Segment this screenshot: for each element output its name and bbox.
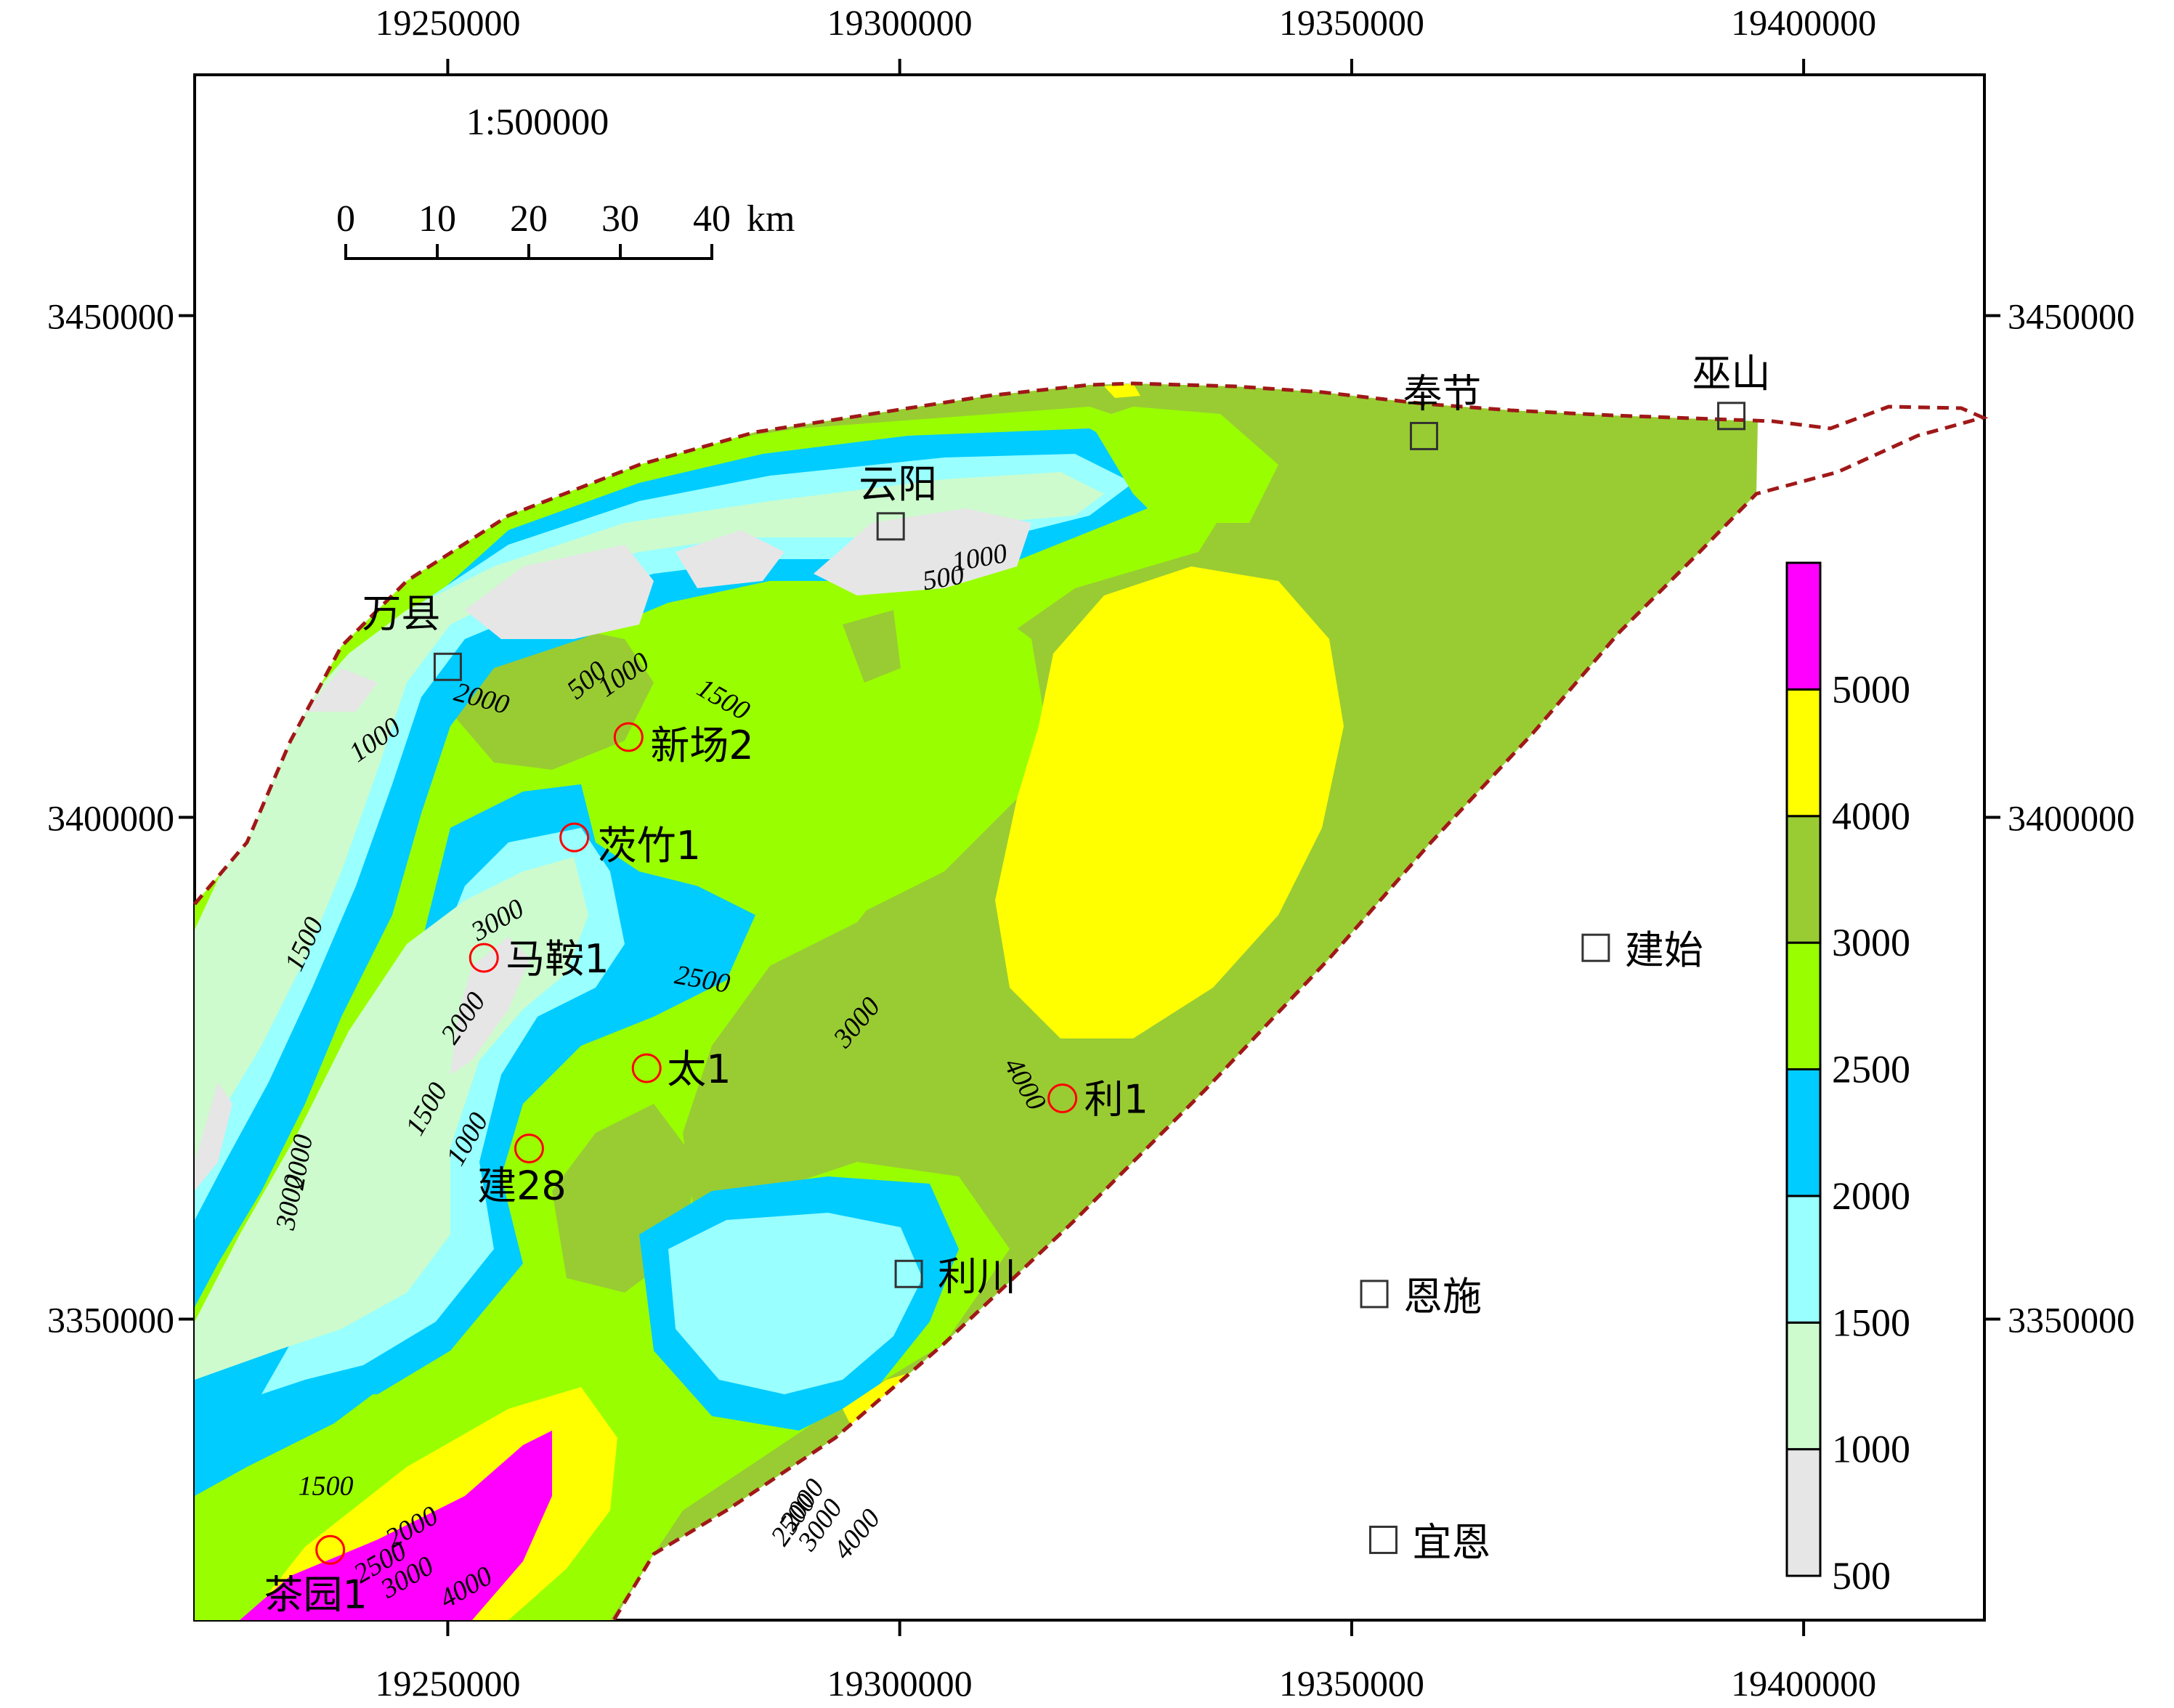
- scale-bar: 1:500000 0 10 20 30 40 km: [336, 102, 795, 260]
- y-tick-label-right: 3450000: [2008, 296, 2135, 337]
- contour-label: 500: [920, 559, 966, 596]
- legend-swatch: [1785, 815, 1822, 944]
- study-area-boundary: [193, 381, 1989, 1622]
- y-tick-label-right: 3400000: [2008, 798, 2135, 839]
- city-marker: [433, 652, 462, 681]
- city-marker: [1409, 421, 1438, 450]
- y-tick-label-left: 3450000: [47, 296, 174, 337]
- city-label: 万县: [362, 590, 440, 636]
- x-tick-label-bottom: 19350000: [1279, 1663, 1424, 1704]
- city-label: 建始: [1625, 927, 1703, 973]
- y-tick-label-right: 3350000: [2008, 1299, 2135, 1340]
- legend-label: 2500: [1832, 1048, 1910, 1091]
- scale-tick-label: 30: [601, 198, 639, 240]
- well-marker: [315, 1534, 346, 1565]
- zone-4000-east: [995, 566, 1344, 1038]
- well-label: 茶园1: [264, 1571, 367, 1617]
- city-label: 巫山: [1692, 351, 1771, 396]
- zone-1500-south: [668, 1213, 922, 1394]
- y-tick-label-left: 3350000: [47, 1299, 174, 1340]
- legend-swatch: [1785, 941, 1822, 1070]
- zone-2500-north-ring: [1090, 407, 1278, 523]
- legend-swatch: [1785, 688, 1822, 818]
- well-label: 建28: [477, 1163, 567, 1209]
- wells: 新场2 茨竹1 马鞍1 太1 利1 建28 茶园1: [264, 722, 1148, 1617]
- legend-swatch: [1785, 1068, 1822, 1197]
- zone-500-west: [195, 1082, 232, 1191]
- zone-500-north-1: [465, 545, 654, 639]
- legend-label: 4000: [1832, 794, 1910, 838]
- legend-label: 2000: [1832, 1174, 1910, 1218]
- legend-swatch: [1785, 561, 1822, 691]
- city-label: 恩施: [1403, 1274, 1482, 1319]
- well-label: 利1: [1084, 1076, 1148, 1122]
- legend-label: 1500: [1832, 1301, 1910, 1344]
- city-label: 利川: [938, 1253, 1016, 1299]
- legend-swatch: [1785, 1321, 1822, 1451]
- city-marker: [894, 1259, 923, 1288]
- legend-swatch: [1785, 1195, 1822, 1324]
- x-tick-label-top: 19250000: [375, 2, 520, 43]
- well-marker: [514, 1134, 544, 1164]
- scale-tick-label: 10: [418, 198, 456, 240]
- city-marker: [1368, 1525, 1398, 1554]
- well-label: 太1: [667, 1046, 731, 1092]
- city-marker: [1717, 402, 1746, 431]
- well-marker: [469, 943, 499, 973]
- color-legend: 500 1000 1500 2000 2500 3000 4000 5000: [1785, 561, 1910, 1598]
- x-tick-label-top: 19400000: [1731, 2, 1876, 43]
- x-tick-label-bottom: 19250000: [375, 1663, 520, 1704]
- x-tick-label-bottom: 19300000: [827, 1663, 973, 1704]
- scale-tick-label: 0: [336, 198, 355, 240]
- city-marker: [876, 512, 905, 541]
- zone-4000-north-spot: [1104, 383, 1140, 398]
- city-marker: [1581, 933, 1610, 962]
- legend-label: 500: [1832, 1554, 1891, 1598]
- city-label: 奉节: [1403, 370, 1481, 416]
- contour-label: 1500: [298, 1471, 353, 1501]
- scale-tick-label: 20: [510, 198, 548, 240]
- zone-500-north-2: [814, 508, 1031, 595]
- city-label: 宜恩: [1412, 1519, 1490, 1565]
- x-tick-label-top: 19300000: [827, 2, 973, 43]
- y-tick-label-left: 3400000: [47, 798, 174, 839]
- x-tick-label-bottom: 19400000: [1731, 1663, 1876, 1704]
- scale-ratio: 1:500000: [466, 102, 609, 143]
- scale-tick-label: 40: [693, 198, 731, 240]
- well-label: 新场2: [650, 723, 753, 768]
- zone-500-mid: [450, 937, 530, 1075]
- well-marker: [613, 722, 644, 752]
- legend-label: 5000: [1832, 667, 1910, 711]
- scale-ticks: 0 10 20 30 40: [336, 198, 731, 260]
- legend-label: 1000: [1832, 1428, 1910, 1471]
- well-marker: [1047, 1083, 1078, 1113]
- zone-500-north-3: [676, 530, 784, 588]
- x-tick-label-top: 19350000: [1279, 2, 1424, 43]
- zone-1000-west: [195, 472, 1104, 1162]
- well-marker: [631, 1053, 662, 1083]
- well-label: 茨竹1: [598, 823, 701, 869]
- scale-unit: km: [747, 198, 795, 240]
- axes: 19250000 19250000 19300000 19300000 19350000…: [47, 2, 2135, 1704]
- well-marker: [559, 822, 590, 853]
- zone-500-northwest: [305, 668, 378, 712]
- zone-3000-inner-3: [843, 610, 901, 683]
- city-label: 云阳: [859, 461, 937, 507]
- well-label: 马鞍1: [506, 936, 609, 982]
- legend-label: 3000: [1832, 921, 1910, 964]
- legend-swatch: [1785, 1448, 1822, 1577]
- city-marker: [1360, 1280, 1389, 1309]
- zone-5000: [240, 1431, 552, 1620]
